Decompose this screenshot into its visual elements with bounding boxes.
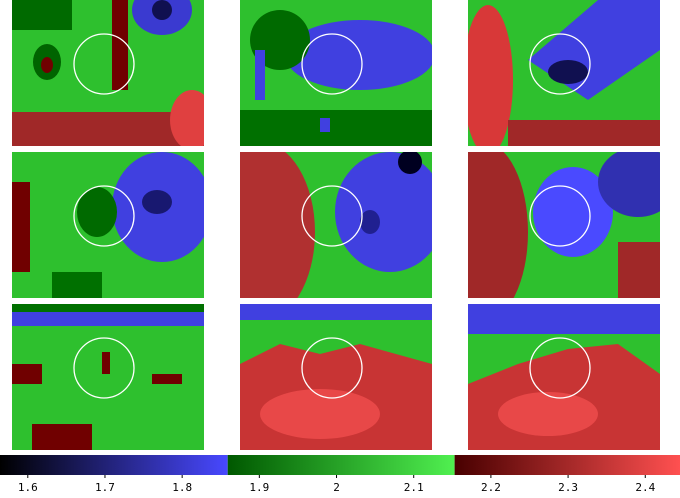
tick-label: 1.8 — [172, 481, 192, 494]
panel — [240, 152, 432, 298]
colorbar-segment — [454, 455, 680, 475]
panels — [12, 0, 660, 450]
tick-label: 1.7 — [95, 481, 115, 494]
panel — [468, 0, 660, 146]
tick-label: 1.9 — [249, 481, 269, 494]
tick-label: 2.1 — [404, 481, 424, 494]
colorbar-segment — [0, 455, 228, 475]
panel — [468, 152, 660, 298]
tick-label: 2 — [333, 481, 340, 494]
panel — [240, 0, 432, 146]
tick-label: 2.3 — [558, 481, 578, 494]
panel — [240, 304, 432, 450]
panel — [12, 0, 204, 146]
tick-label: 1.6 — [18, 481, 38, 494]
tick-label: 2.4 — [635, 481, 655, 494]
colorbar-segment — [227, 455, 455, 475]
colorbar: 1.6 1.7 1.8 1.9 2 2.1 2.2 2.3 2.4 — [0, 455, 680, 494]
panel — [12, 304, 204, 450]
panel — [468, 304, 660, 450]
tick-label: 2.2 — [481, 481, 501, 494]
panel — [12, 152, 204, 298]
